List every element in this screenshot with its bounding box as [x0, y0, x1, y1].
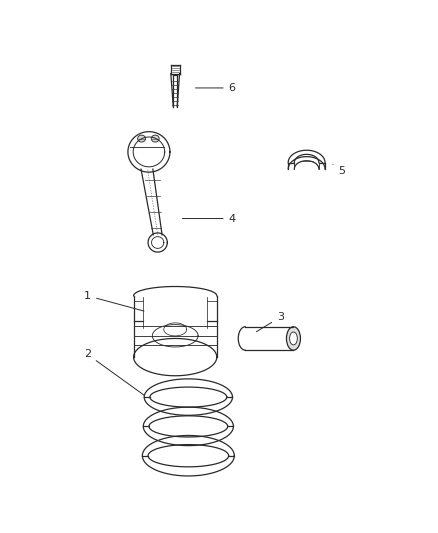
Ellipse shape — [290, 332, 297, 345]
Ellipse shape — [151, 135, 159, 142]
Ellipse shape — [286, 327, 300, 350]
Text: 1: 1 — [84, 291, 144, 311]
Text: 4: 4 — [182, 214, 236, 223]
Ellipse shape — [138, 135, 145, 142]
Text: 3: 3 — [256, 312, 284, 332]
Text: 2: 2 — [84, 350, 145, 395]
Text: 6: 6 — [195, 83, 236, 93]
Text: 5: 5 — [333, 164, 345, 175]
